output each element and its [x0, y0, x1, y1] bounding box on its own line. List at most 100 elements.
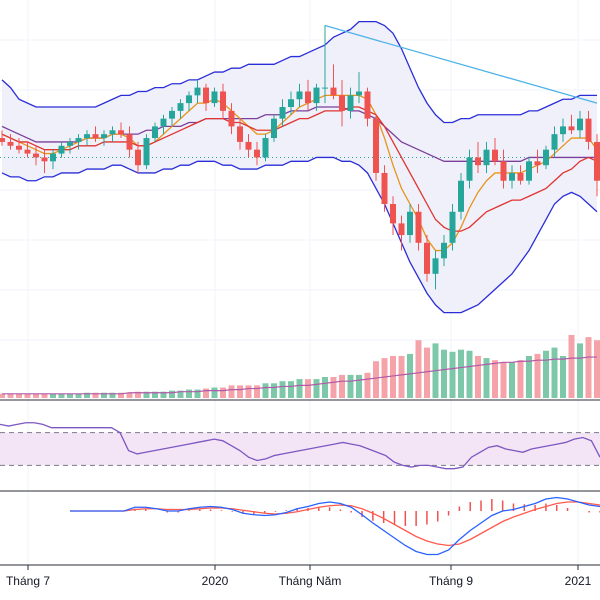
- candle-body: [347, 95, 354, 111]
- candle-body: [356, 91, 362, 96]
- volume-bar: [475, 356, 481, 398]
- candle-body: [33, 153, 39, 158]
- volume-bar: [118, 392, 124, 398]
- candle-body: [118, 130, 124, 135]
- macd-line: [70, 496, 600, 556]
- volume-bar: [203, 388, 209, 398]
- price-pane: [0, 20, 600, 314]
- volume-bar: [101, 392, 107, 398]
- bb-lower-line: [1, 156, 598, 314]
- volume-bar: [160, 391, 167, 398]
- rsi-band-fill: [0, 432, 600, 466]
- volume-bar: [585, 337, 592, 398]
- candle-body: [143, 138, 150, 166]
- candle-body: [126, 134, 133, 150]
- candle-body: [458, 180, 464, 212]
- candle-body: [551, 134, 558, 150]
- volume-bar: [407, 353, 413, 398]
- candle-body: [92, 134, 99, 139]
- candle-body: [390, 204, 396, 224]
- volume-bar: [152, 391, 158, 398]
- volume-bar: [67, 393, 73, 398]
- candle-body: [500, 161, 507, 181]
- volume-bar: [449, 351, 456, 398]
- candle-body: [517, 172, 524, 181]
- volume-bar: [534, 353, 541, 398]
- candle-body: [101, 134, 107, 139]
- volume-bar: [169, 390, 175, 398]
- volume-bar: [126, 392, 133, 398]
- candle-body: [67, 141, 73, 146]
- candle-body: [203, 87, 209, 104]
- volume-bar: [330, 377, 337, 398]
- candle-body: [339, 95, 345, 111]
- candle-body: [594, 141, 600, 181]
- volume-bar: [313, 379, 320, 398]
- volume-bar: [398, 356, 405, 398]
- volume-bar: [526, 356, 532, 398]
- candle-body: [220, 91, 226, 111]
- volume-bar: [58, 393, 65, 398]
- candle-body: [109, 130, 116, 135]
- volume-bar: [560, 356, 566, 398]
- x-axis-tick-label: 2021: [565, 574, 592, 588]
- candle-body: [152, 126, 158, 139]
- volume-bar: [33, 393, 39, 398]
- volume-bar: [390, 356, 396, 398]
- macd-signal-line: [70, 501, 600, 547]
- volume-bar: [143, 391, 150, 398]
- volume-bar: [92, 392, 99, 398]
- x-axis-tick-label: Tháng 7: [6, 574, 50, 588]
- volume-bar: [364, 372, 371, 398]
- candle-body: [84, 134, 90, 139]
- volume-bar: [262, 383, 269, 398]
- volume-bar: [424, 347, 430, 398]
- volume-pane: [0, 335, 600, 398]
- candle-body: [160, 118, 167, 127]
- candle-body: [41, 157, 48, 162]
- candle-body: [577, 118, 583, 131]
- candle-body: [24, 149, 31, 154]
- candle-body: [58, 145, 65, 154]
- candle-body: [585, 118, 592, 142]
- candle-body: [526, 161, 532, 181]
- trendline: [324, 24, 598, 104]
- volume-bar: [0, 393, 5, 398]
- volume-bar: [186, 389, 192, 398]
- candle-body: [186, 95, 192, 104]
- candle-body: [424, 242, 430, 274]
- volume-bar: [577, 343, 583, 398]
- candle-body: [398, 223, 405, 236]
- candle-body: [135, 149, 141, 166]
- volume-bar: [194, 389, 201, 398]
- candle-body: [568, 126, 575, 131]
- candle-body: [169, 110, 175, 119]
- candle-body: [381, 172, 388, 204]
- candle-body: [50, 153, 56, 162]
- candle-body: [466, 157, 473, 181]
- volume-bar: [220, 387, 226, 398]
- candle-body: [0, 138, 5, 142]
- volume-bar: [441, 349, 447, 398]
- volume-bar: [16, 393, 22, 398]
- candle-body: [364, 91, 371, 119]
- candle-body: [330, 87, 337, 96]
- volume-bar: [75, 393, 82, 398]
- volume-bar: [254, 385, 260, 398]
- volume-bar: [84, 392, 90, 398]
- x-axis-tick-label: Tháng 9: [429, 574, 473, 588]
- volume-bar: [458, 349, 464, 398]
- candle-body: [254, 149, 260, 158]
- candle-body: [75, 138, 82, 142]
- candle-body: [441, 242, 447, 259]
- candle-body: [194, 87, 201, 96]
- candle-body: [16, 145, 22, 150]
- volume-bar: [305, 379, 311, 398]
- macd-pane: [70, 496, 600, 556]
- candle-body: [228, 110, 235, 127]
- volume-bar: [245, 385, 252, 398]
- volume-bar: [135, 391, 141, 398]
- volume-bar: [466, 350, 473, 398]
- volume-bar: [568, 335, 575, 398]
